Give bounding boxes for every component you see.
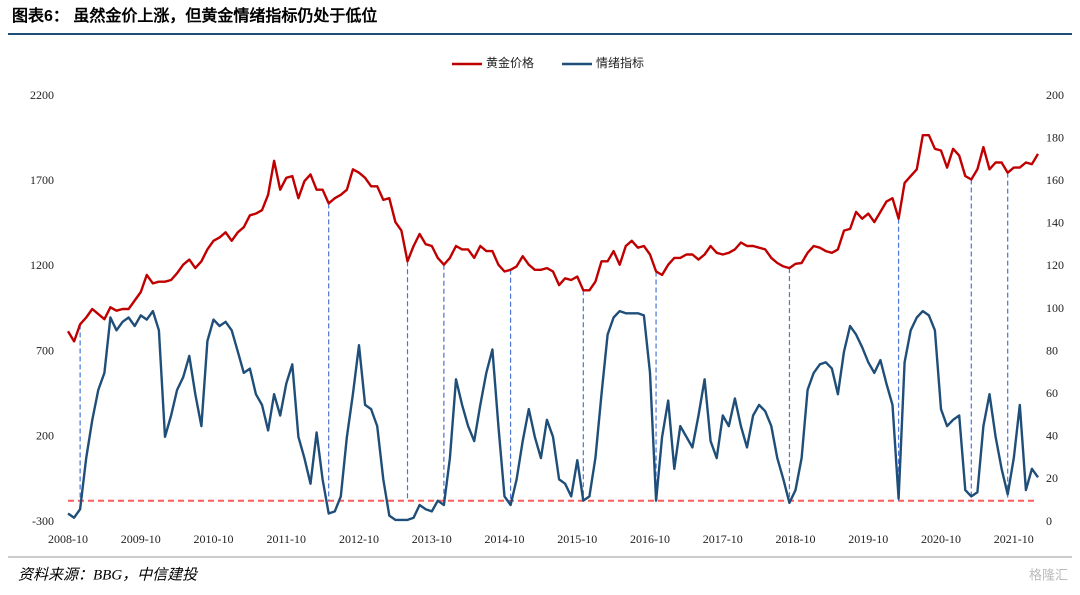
source-note: 资料来源：BBG，中信建投 bbox=[18, 566, 199, 583]
watermark: 格隆汇 bbox=[1029, 567, 1068, 582]
y-tick-label: 2200 bbox=[30, 88, 54, 102]
x-tick-label: 2020-10 bbox=[921, 532, 961, 546]
series-line bbox=[66, 134, 1040, 343]
legend-label: 黄金价格 bbox=[486, 55, 534, 70]
y2-tick-label: 140 bbox=[1046, 216, 1064, 230]
y2-tick-label: 200 bbox=[1046, 88, 1064, 102]
x-tick-label: 2017-10 bbox=[703, 532, 743, 546]
x-tick-label: 2012-10 bbox=[339, 532, 379, 546]
x-tick-label: 2009-10 bbox=[121, 532, 161, 546]
y-tick-label: 1700 bbox=[30, 173, 54, 187]
legend-label: 情绪指标 bbox=[596, 55, 644, 70]
x-tick-label: 2019-10 bbox=[848, 532, 888, 546]
y2-tick-label: 60 bbox=[1046, 386, 1058, 400]
y-tick-label: 200 bbox=[36, 429, 54, 443]
x-tick-label: 2014-10 bbox=[485, 532, 525, 546]
x-tick-label: 2010-10 bbox=[194, 532, 234, 546]
y2-tick-label: 100 bbox=[1046, 301, 1064, 315]
y2-tick-label: 20 bbox=[1046, 471, 1058, 485]
y2-tick-label: 80 bbox=[1046, 343, 1058, 357]
x-tick-label: 2015-10 bbox=[557, 532, 597, 546]
chart-title: 图表6： 虽然金价上涨，但黄金情绪指标仍处于低位 bbox=[12, 6, 377, 25]
y2-tick-label: 40 bbox=[1046, 429, 1058, 443]
y2-tick-label: 120 bbox=[1046, 258, 1064, 272]
y2-tick-label: 0 bbox=[1046, 514, 1052, 528]
x-tick-label: 2011-10 bbox=[266, 532, 306, 546]
y-tick-label: 700 bbox=[36, 343, 54, 357]
y-tick-label: 1200 bbox=[30, 258, 54, 272]
x-tick-label: 2013-10 bbox=[412, 532, 452, 546]
x-tick-label: 2016-10 bbox=[630, 532, 670, 546]
y2-tick-label: 160 bbox=[1046, 173, 1064, 187]
x-tick-label: 2018-10 bbox=[776, 532, 816, 546]
x-tick-label: 2008-10 bbox=[48, 532, 88, 546]
y2-tick-label: 180 bbox=[1046, 130, 1064, 144]
series-line bbox=[67, 309, 1039, 522]
x-tick-label: 2021-10 bbox=[994, 532, 1034, 546]
y-tick-label: -300 bbox=[32, 514, 54, 528]
